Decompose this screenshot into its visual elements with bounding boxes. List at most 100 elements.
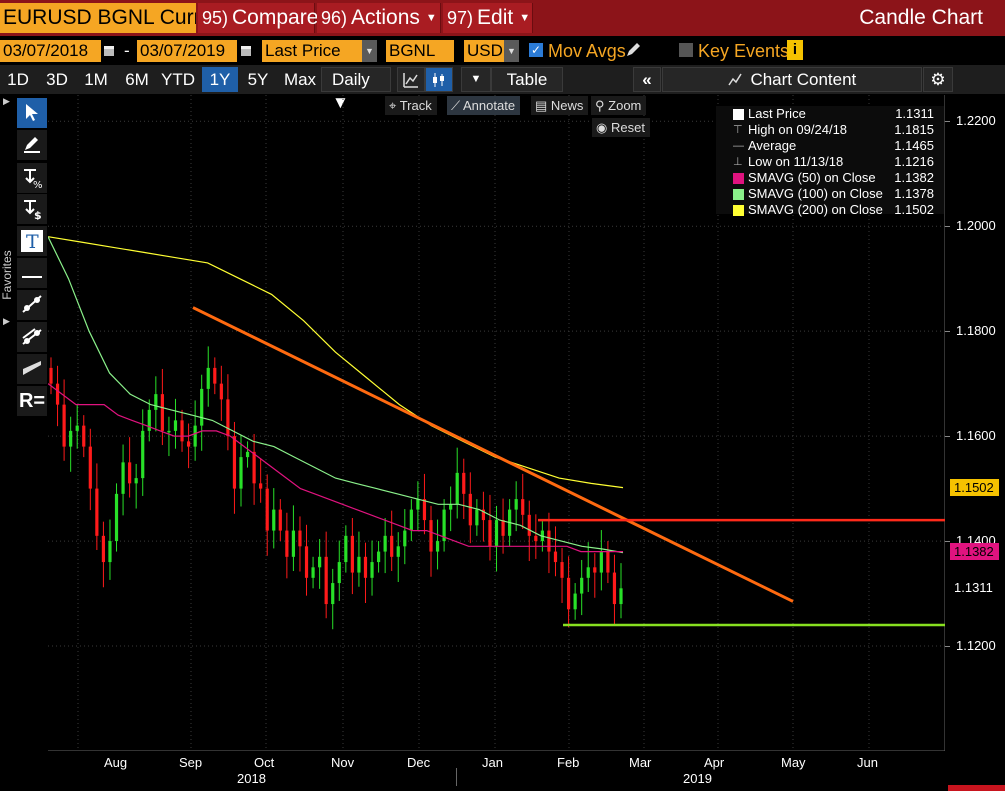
legend-swatch: [733, 173, 744, 184]
chart-content-button[interactable]: Chart Content: [662, 67, 922, 92]
y-tick: [945, 436, 950, 438]
tool-r-icon[interactable]: R=: [17, 386, 47, 416]
x-tick-label: Sep: [179, 755, 203, 770]
legend-row[interactable]: SMAVG (50) on Close 1.1382: [716, 170, 944, 186]
pointer-icon[interactable]: [17, 98, 47, 128]
x-year-label: 2018: [237, 771, 266, 786]
legend-name: SMAVG (50) on Close: [748, 170, 876, 185]
period-1d[interactable]: 1D: [7, 70, 29, 89]
track-label: Track: [399, 98, 432, 113]
chevron-down-icon[interactable]: ▼: [362, 40, 377, 62]
chevron-down-icon[interactable]: ▼: [504, 40, 519, 62]
sma-100-line: [47, 236, 624, 554]
legend-row[interactable]: — Average 1.1465: [716, 138, 944, 154]
candle-chart[interactable]: [47, 95, 946, 752]
rectangle-icon[interactable]: [17, 354, 47, 384]
collapse-icon[interactable]: «: [633, 67, 661, 92]
trend-line-icon[interactable]: [17, 290, 47, 320]
period-1y[interactable]: 1Y: [202, 67, 238, 92]
legend-name: Average: [748, 138, 797, 153]
expand-arrow-icon[interactable]: ▶: [3, 316, 10, 326]
legend-row[interactable]: Last Price 1.1311: [716, 106, 944, 122]
x-tick-label: Feb: [557, 755, 580, 770]
mov-avgs-checkbox[interactable]: ✓: [529, 43, 543, 57]
candle-body: [134, 478, 138, 484]
edit-button[interactable]: 97) Edit ▼: [443, 3, 533, 33]
pencil-icon[interactable]: [625, 42, 641, 58]
frequency-label: Daily: [332, 70, 370, 89]
mov-avgs-label[interactable]: Mov Avgs: [548, 41, 626, 61]
candle-body: [88, 446, 92, 489]
channel-line-icon[interactable]: [17, 322, 47, 352]
line-chart-icon[interactable]: [397, 67, 425, 92]
candle-body: [553, 551, 558, 563]
currency-select[interactable]: USD: [464, 40, 504, 62]
chart-content-label: Chart Content: [750, 70, 857, 89]
candle-body: [363, 556, 368, 578]
edit-num: 97): [447, 8, 474, 28]
key-events-checkbox[interactable]: [679, 43, 693, 57]
track-tool[interactable]: ⌖ Track: [385, 96, 437, 115]
period-1m[interactable]: 1M: [84, 70, 108, 89]
horizontal-line-icon[interactable]: [17, 258, 47, 288]
candle-body: [75, 425, 79, 431]
period-5y[interactable]: 5Y: [247, 70, 269, 89]
period-6m[interactable]: 6M: [125, 70, 149, 89]
frequency-select[interactable]: Daily ▼: [321, 67, 391, 112]
x-tick-label: Jan: [482, 755, 503, 770]
calendar-icon[interactable]: [103, 43, 115, 57]
info-icon[interactable]: i: [787, 40, 803, 60]
candle-body: [147, 409, 151, 431]
end-date-input[interactable]: 03/07/2019: [137, 40, 237, 62]
legend-row[interactable]: SMAVG (200) on Close 1.1502: [716, 202, 944, 218]
annotate-icon: ⟋: [451, 98, 461, 113]
field-select[interactable]: Last Price: [262, 40, 362, 62]
period-ytd[interactable]: YTD: [161, 70, 195, 89]
chart-style-dropdown[interactable]: ▼: [461, 67, 491, 92]
period-max[interactable]: Max: [283, 70, 317, 89]
actions-button[interactable]: 96) Actions ▼: [317, 3, 441, 33]
dollar-icon[interactable]: $: [17, 194, 47, 224]
candle-body: [101, 535, 106, 563]
text-icon[interactable]: T: [17, 226, 47, 256]
favorites-label: Favorites: [0, 250, 14, 300]
candle-body: [606, 551, 610, 573]
start-date-input[interactable]: 03/07/2018: [0, 40, 101, 62]
legend-row[interactable]: SMAVG (100) on Close 1.1378: [716, 186, 944, 202]
candle-body: [200, 388, 204, 426]
svg-text:T: T: [26, 231, 39, 252]
compare-button[interactable]: 95) Compare: [198, 3, 318, 33]
y-tick-label: 1.2200: [956, 113, 996, 129]
period-3d[interactable]: 3D: [46, 70, 68, 89]
percent-icon[interactable]: %: [17, 163, 47, 193]
annotate-tool[interactable]: ⟋ Annotate: [447, 96, 521, 115]
source-input[interactable]: BGNL: [386, 40, 454, 62]
candle-body: [475, 509, 479, 526]
reset-button[interactable]: ◉ Reset: [592, 118, 650, 137]
legend-name: SMAVG (200) on Close: [748, 202, 883, 217]
candle-body: [416, 499, 420, 510]
table-button[interactable]: Table: [491, 67, 563, 92]
candle-body: [481, 509, 486, 521]
expand-arrow-icon[interactable]: ▶: [3, 96, 10, 106]
candle-body: [193, 425, 197, 447]
candle-body: [350, 535, 354, 573]
candle-chart-icon[interactable]: [425, 67, 453, 92]
key-events-label[interactable]: Key Events: [698, 41, 790, 61]
candle-body: [285, 530, 289, 557]
candle-body: [599, 551, 603, 573]
legend-row[interactable]: ⊥ Low on 11/13/18 1.1216: [716, 154, 944, 170]
candle-body: [534, 535, 538, 542]
candle-body: [593, 567, 597, 573]
news-tool[interactable]: ▤ News: [531, 96, 589, 115]
ticker-field[interactable]: EURUSD BGNL Curnc: [0, 3, 196, 33]
reset-icon: ◉: [596, 120, 608, 135]
gear-icon[interactable]: ⚙: [923, 67, 953, 92]
zoom-tool[interactable]: ⚲ Zoom: [591, 96, 647, 115]
legend-row[interactable]: ⊤ High on 09/24/18 1.1815: [716, 122, 944, 138]
calendar-icon[interactable]: [240, 43, 252, 57]
chart-area[interactable]: [47, 95, 946, 752]
svg-text:%: %: [33, 180, 43, 189]
favorites-tab[interactable]: Favorites: [0, 228, 14, 328]
pen-icon[interactable]: [17, 130, 47, 160]
